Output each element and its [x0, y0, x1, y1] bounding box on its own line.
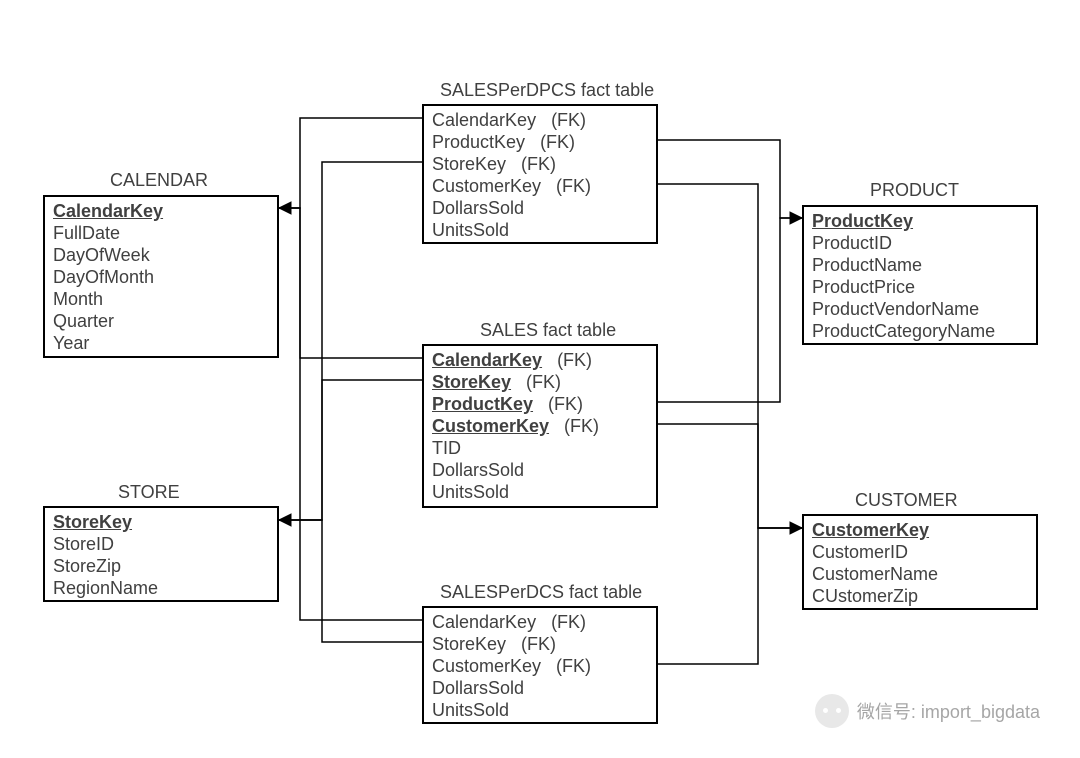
entity-title-sales: SALES fact table: [480, 320, 616, 341]
attr-productname: ProductName: [812, 254, 1028, 276]
attr-productprice: ProductPrice: [812, 276, 1028, 298]
entity-calendar: CalendarKeyFullDateDayOfWeekDayOfMonthMo…: [43, 195, 279, 358]
attr-unitssold: UnitsSold: [432, 481, 648, 503]
attr-fulldate: FullDate: [53, 222, 269, 244]
entity-title-store: STORE: [118, 482, 180, 503]
entity-sales-per-dcs: CalendarKey (FK)StoreKey (FK)CustomerKey…: [422, 606, 658, 724]
attr-customerkey: CustomerKey: [812, 519, 1028, 541]
watermark-text: 微信号: import_bigdata: [857, 698, 1040, 724]
entity-product: ProductKeyProductIDProductNameProductPri…: [802, 205, 1038, 345]
attr-storekey: StoreKey (FK): [432, 371, 648, 393]
attr-dollarssold: DollarsSold: [432, 197, 648, 219]
attr-storezip: StoreZip: [53, 555, 269, 577]
entity-title-product: PRODUCT: [870, 180, 959, 201]
attr-dayofweek: DayOfWeek: [53, 244, 269, 266]
attr-storekey: StoreKey (FK): [432, 153, 648, 175]
attr-calendarkey: CalendarKey (FK): [432, 349, 648, 371]
attr-regionname: RegionName: [53, 577, 269, 599]
attr-month: Month: [53, 288, 269, 310]
attr-customerkey: CustomerKey (FK): [432, 655, 648, 677]
entity-title-sales-dcs: SALESPerDCS fact table: [440, 582, 642, 603]
attr-productvendorname: ProductVendorName: [812, 298, 1028, 320]
attr-quarter: Quarter: [53, 310, 269, 332]
attr-customerkey: CustomerKey (FK): [432, 415, 648, 437]
attr-tid: TID: [432, 437, 648, 459]
watermark: 微信号: import_bigdata: [815, 694, 1040, 728]
attr-productkey: ProductKey: [812, 210, 1028, 232]
entity-sales-per-dpcs: CalendarKey (FK)ProductKey (FK)StoreKey …: [422, 104, 658, 244]
attr-customerid: CustomerID: [812, 541, 1028, 563]
entity-sales: CalendarKey (FK)StoreKey (FK)ProductKey …: [422, 344, 658, 508]
attr-calendarkey: CalendarKey: [53, 200, 269, 222]
entity-title-calendar: CALENDAR: [110, 170, 208, 191]
attr-calendarkey: CalendarKey (FK): [432, 109, 648, 131]
attr-customerkey: CustomerKey (FK): [432, 175, 648, 197]
attr-productcategoryname: ProductCategoryName: [812, 320, 1028, 342]
attr-customerzip: CUstomerZip: [812, 585, 1028, 607]
attr-unitssold: UnitsSold: [432, 219, 648, 241]
attr-productkey: ProductKey (FK): [432, 393, 648, 415]
attr-dollarssold: DollarsSold: [432, 677, 648, 699]
attr-dollarssold: DollarsSold: [432, 459, 648, 481]
attr-storeid: StoreID: [53, 533, 269, 555]
attr-customername: CustomerName: [812, 563, 1028, 585]
wechat-icon: [815, 694, 849, 728]
entity-title-sales-dpcs: SALESPerDPCS fact table: [440, 80, 654, 101]
attr-storekey: StoreKey: [53, 511, 269, 533]
entity-customer: CustomerKeyCustomerIDCustomerNameCUstome…: [802, 514, 1038, 610]
attr-storekey: StoreKey (FK): [432, 633, 648, 655]
attr-productkey: ProductKey (FK): [432, 131, 648, 153]
entity-title-customer: CUSTOMER: [855, 490, 958, 511]
attr-year: Year: [53, 332, 269, 354]
entity-store: StoreKeyStoreIDStoreZipRegionName: [43, 506, 279, 602]
attr-calendarkey: CalendarKey (FK): [432, 611, 648, 633]
attr-dayofmonth: DayOfMonth: [53, 266, 269, 288]
attr-productid: ProductID: [812, 232, 1028, 254]
attr-unitssold: UnitsSold: [432, 699, 648, 721]
